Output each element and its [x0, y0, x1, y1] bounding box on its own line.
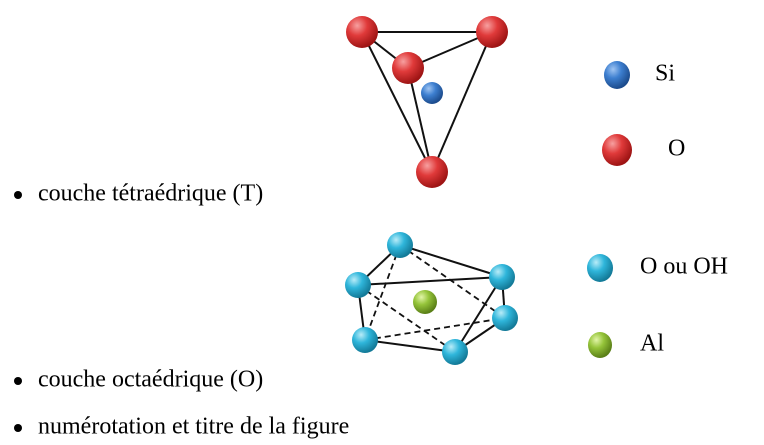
bullet-text: numérotation et titre de la figure [38, 414, 349, 440]
bullet-text: couche octaédrique (O) [38, 367, 263, 393]
legend-swatch [604, 61, 630, 89]
legend-swatch [587, 254, 613, 282]
legend-swatch [602, 134, 632, 166]
bullet-dot [14, 377, 22, 385]
legend-label: O ou OH [640, 254, 728, 280]
legend-label: O [668, 136, 685, 162]
legend-label: Al [640, 331, 664, 357]
legend-label: Si [655, 61, 675, 87]
bullet-dot [14, 191, 22, 199]
bullet-dot [14, 424, 22, 432]
legend-swatch [588, 332, 612, 358]
tetrahedron [346, 16, 508, 188]
octahedron [345, 232, 518, 365]
bullet-text: couche tétraédrique (T) [38, 181, 263, 207]
